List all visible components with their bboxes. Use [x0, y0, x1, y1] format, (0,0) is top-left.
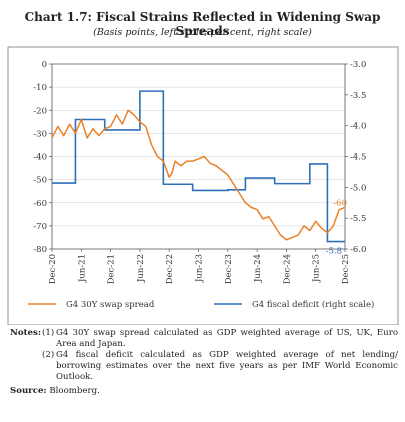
x-tick-label: Dec-24 — [282, 254, 292, 284]
fiscal-deficit-end-label: -5.8 — [326, 247, 342, 257]
x-tick-label: Jun-25 — [312, 254, 322, 283]
left-tick-label: -60 — [33, 199, 47, 209]
note-text: G4 fiscal deficit calculated as GDP weig… — [56, 350, 398, 382]
source-text: Bloomberg. — [49, 386, 100, 396]
x-tick-label: Jun-24 — [253, 254, 263, 283]
legend-swap-label: G4 30Y swap spread — [66, 300, 155, 310]
swap-spread-line — [51, 109, 346, 241]
chart-frame — [7, 46, 399, 325]
x-tick-label: Dec-23 — [224, 254, 234, 284]
left-tick-label: -80 — [33, 245, 47, 255]
x-tick-label: Dec-21 — [107, 254, 117, 284]
fiscal-swap-chart: 0 -10 -20 -30 -40 -50 -60 -70 -80 -3.0 -3.5 -4.0 -4.… — [7, 46, 399, 325]
source-line: Source: Bloomberg. — [10, 386, 398, 397]
left-tick-label: -70 — [33, 222, 47, 232]
right-tick-label: -3.5 — [350, 91, 366, 101]
right-tick-label: -4.0 — [350, 122, 366, 132]
note-text: G4 30Y swap spread calculated as GDP wei… — [56, 328, 398, 349]
x-tick-label: Dec-25 — [341, 254, 351, 284]
right-tick-label: -5.5 — [350, 214, 366, 224]
swap-spread-end-label: -60 — [333, 198, 347, 208]
right-tick-label: -6.0 — [350, 245, 366, 255]
x-tick-label: Jun-21 — [77, 254, 87, 283]
x-tick-label: Jun-22 — [136, 254, 146, 283]
x-tick-label: Jun-23 — [195, 254, 205, 283]
left-tick-label: -40 — [33, 153, 47, 163]
left-tick-label: -30 — [33, 129, 47, 139]
right-tick-label: -4.5 — [350, 153, 366, 163]
notes-label: Notes: — [10, 328, 42, 338]
note-number: (1) — [42, 328, 55, 338]
left-tick-label: -20 — [33, 106, 47, 116]
chart-title: Chart 1.7: Fiscal Strains Reflected in W… — [24, 10, 381, 38]
x-tick-label: Dec-22 — [165, 254, 175, 284]
chart-subtitle: (Basis points, left scale; per cent, rig… — [93, 27, 312, 38]
legend-deficit-label: G4 fiscal deficit (right scale) — [252, 299, 374, 310]
fiscal-deficit-line — [52, 90, 345, 243]
note-number: (2) — [42, 350, 55, 360]
right-tick-label: -5.0 — [350, 183, 366, 193]
source-label: Source: — [10, 386, 47, 396]
notes-section: Notes: (1) G4 30Y swap spread calculated… — [10, 328, 398, 397]
left-tick-label: -10 — [33, 83, 47, 93]
right-tick-label: -3.0 — [350, 60, 366, 70]
left-tick-label: -50 — [33, 176, 47, 186]
x-tick-label: Dec-20 — [48, 254, 58, 284]
left-tick-label: 0 — [42, 60, 47, 70]
